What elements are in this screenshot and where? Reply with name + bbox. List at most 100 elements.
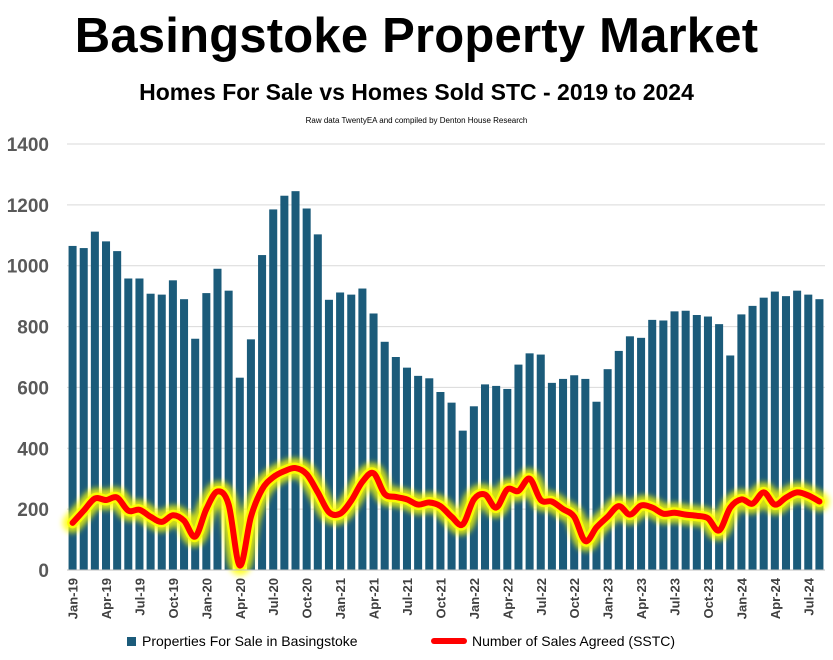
x-tick-label: Jan-23 [601, 578, 616, 619]
legend: Properties For Sale in Basingstoke Numbe… [127, 633, 675, 649]
bar [414, 375, 423, 570]
sales-line [69, 464, 823, 569]
y-tick-label: 200 [17, 500, 49, 521]
bar [737, 314, 746, 570]
chart-subtitle: Homes For Sale vs Homes Sold STC - 2019 … [139, 79, 694, 105]
bar-series [68, 191, 824, 571]
x-tick-label: Oct-23 [701, 578, 716, 618]
bar [347, 294, 356, 570]
line-series [62, 457, 830, 576]
bar [726, 355, 735, 570]
y-axis: 0 200 400 600 800 1000 1200 1400 [7, 135, 49, 582]
bar [703, 316, 712, 570]
x-tick-label: Apr-23 [634, 578, 649, 619]
bar [614, 350, 623, 570]
bar [224, 290, 233, 570]
bar [637, 337, 646, 570]
x-tick-label: Jul-23 [668, 578, 683, 616]
bar [815, 299, 824, 570]
bar [102, 241, 111, 570]
bar [648, 319, 657, 570]
bar [481, 384, 490, 570]
bar [559, 378, 568, 570]
bar [180, 299, 189, 570]
bar [592, 401, 601, 570]
bar [659, 320, 668, 570]
x-tick-label: Jul-24 [801, 577, 816, 615]
y-tick-label: 400 [17, 439, 49, 460]
bar [447, 402, 456, 570]
bar [692, 315, 701, 570]
bar [313, 234, 322, 570]
y-tick-label: 800 [17, 318, 49, 339]
y-tick-label: 0 [38, 561, 49, 582]
x-tick-label: Apr-22 [500, 578, 515, 619]
bar [90, 231, 99, 571]
x-tick-label: Jan-20 [199, 578, 214, 619]
bar [514, 364, 523, 570]
bar [369, 313, 378, 570]
bar [302, 208, 311, 570]
x-tick-label: Jan-22 [467, 578, 482, 619]
bar [759, 297, 768, 570]
bar [113, 251, 122, 570]
bar [525, 353, 534, 570]
bar [146, 293, 155, 570]
bar [213, 268, 222, 570]
bar [570, 375, 579, 570]
x-tick-label: Jul-22 [534, 578, 549, 616]
x-tick-label: Jan-24 [734, 577, 749, 619]
bar [436, 391, 445, 570]
x-tick-label: Oct-22 [567, 578, 582, 618]
bar [581, 378, 590, 570]
bar [135, 278, 144, 570]
bar [269, 209, 278, 570]
bar [202, 293, 211, 570]
chart-title: Basingstoke Property Market [74, 9, 759, 63]
bar [291, 191, 300, 570]
y-tick-label: 1000 [7, 257, 49, 278]
x-tick-label: Apr-24 [768, 577, 783, 619]
bar [124, 278, 133, 570]
legend-label-sales-agreed: Number of Sales Agreed (SSTC) [472, 633, 675, 649]
bar [536, 354, 545, 570]
bar [804, 294, 813, 570]
bar [246, 339, 255, 570]
bar [793, 290, 802, 570]
y-tick-label: 1400 [7, 135, 49, 156]
y-tick-label: 600 [17, 378, 49, 399]
x-tick-label: Oct-21 [433, 578, 448, 618]
bar [425, 378, 434, 570]
bar [748, 305, 757, 570]
bar [603, 369, 612, 570]
bar [670, 311, 679, 570]
bar [547, 382, 556, 570]
y-tick-label: 1200 [7, 196, 49, 217]
x-tick-label: Jul-20 [266, 578, 281, 616]
x-tick-label: Apr-21 [367, 578, 382, 619]
bar [68, 245, 77, 570]
bar [358, 288, 367, 570]
data-source-note: Raw data TwentyEA and compiled by Denton… [305, 116, 528, 125]
bar [157, 294, 166, 570]
x-tick-label: Jul-19 [132, 578, 147, 616]
bar [770, 291, 779, 570]
bar [168, 280, 177, 570]
bar [781, 296, 790, 570]
bar [402, 367, 411, 570]
x-tick-label: Jan-19 [66, 578, 81, 619]
bar [79, 248, 88, 570]
x-tick-label: Apr-20 [233, 578, 248, 619]
bar [380, 341, 389, 570]
bar [391, 357, 400, 570]
x-tick-label: Apr-19 [99, 578, 114, 619]
legend-label-properties-for-sale: Properties For Sale in Basingstoke [142, 633, 358, 649]
bar [324, 299, 333, 570]
bar [625, 336, 634, 570]
bar [235, 377, 244, 570]
bar [258, 255, 267, 571]
bar [715, 324, 724, 570]
bar [336, 292, 345, 570]
x-tick-label: Oct-19 [166, 578, 181, 618]
